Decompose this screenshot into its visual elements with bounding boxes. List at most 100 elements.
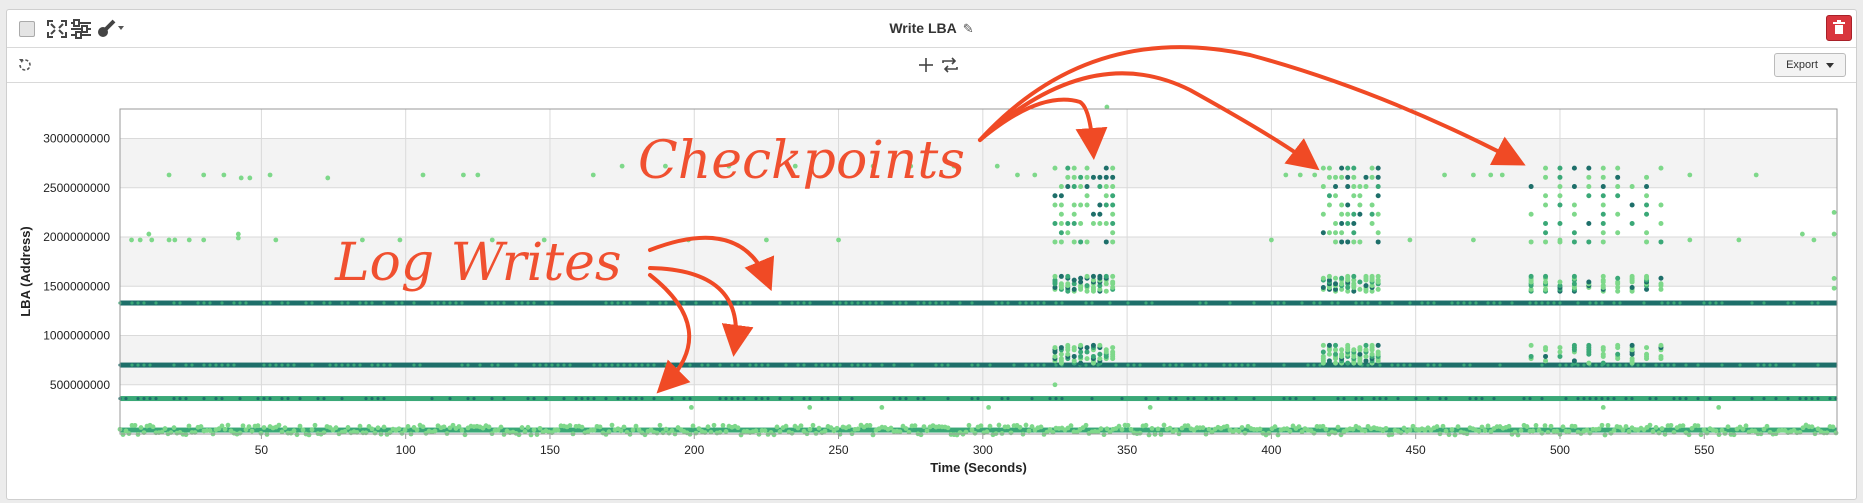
data-point: [424, 301, 428, 305]
data-point: [921, 424, 927, 430]
data-point: [1647, 422, 1653, 428]
data-point: [1058, 220, 1064, 226]
data-point: [1557, 193, 1563, 199]
data-point: [1351, 281, 1357, 287]
data-point: [541, 237, 547, 243]
data-point: [1548, 423, 1554, 429]
data-point: [526, 396, 530, 401]
data-point: [1320, 211, 1326, 217]
data-point: [496, 363, 500, 367]
plus-icon[interactable]: [918, 57, 934, 73]
data-point: [826, 301, 830, 305]
data-point: [813, 430, 819, 436]
y-tick-label: 500000000: [50, 378, 110, 392]
data-point: [988, 363, 992, 367]
data-point: [246, 424, 252, 430]
data-point: [129, 237, 134, 243]
data-point: [838, 363, 842, 367]
data-point: [322, 363, 326, 367]
data-point: [442, 396, 446, 401]
swap-icon[interactable]: [941, 56, 959, 74]
data-point: [838, 396, 842, 401]
data-point: [418, 301, 422, 305]
data-point: [1750, 396, 1754, 401]
data-point: [1084, 345, 1090, 351]
data-point: [898, 363, 902, 367]
sliders-icon[interactable]: [69, 18, 93, 40]
wrench-icon[interactable]: [95, 18, 125, 40]
data-point: [924, 428, 930, 434]
data-point: [664, 396, 668, 401]
select-checkbox[interactable]: [19, 21, 35, 37]
data-point: [1320, 184, 1326, 190]
data-point: [1768, 363, 1772, 367]
data-point: [316, 396, 320, 401]
data-point: [1114, 363, 1118, 367]
data-point: [1345, 239, 1351, 245]
pencil-icon[interactable]: ✎: [962, 21, 974, 36]
data-point: [190, 301, 194, 305]
data-point: [1030, 301, 1034, 305]
export-label: Export: [1786, 59, 1818, 71]
export-button[interactable]: Export: [1774, 53, 1846, 77]
data-point: [1052, 285, 1058, 291]
data-point: [402, 427, 408, 433]
data-point: [1162, 301, 1166, 305]
data-point: [1102, 301, 1106, 305]
data-point: [412, 396, 416, 401]
data-point: [712, 396, 716, 401]
data-point: [1471, 172, 1476, 178]
data-point: [1180, 363, 1184, 367]
data-point: [1363, 273, 1369, 279]
data-point: [1369, 273, 1375, 279]
delete-button[interactable]: [1826, 15, 1852, 41]
data-point: [1690, 396, 1694, 401]
data-point: [1071, 202, 1077, 208]
data-point: [1600, 202, 1606, 208]
data-point: [496, 301, 500, 305]
data-point: [1138, 301, 1142, 305]
data-point: [1811, 237, 1817, 243]
data-point: [1066, 301, 1070, 305]
data-point: [1083, 422, 1089, 428]
data-point: [690, 423, 696, 429]
expand-icon[interactable]: [45, 18, 69, 40]
data-point: [484, 301, 488, 305]
data-point: [1586, 360, 1592, 366]
data-point: [219, 423, 225, 429]
data-point: [1653, 424, 1659, 430]
data-point: [1582, 396, 1586, 401]
data-point: [406, 363, 410, 367]
data-point: [124, 363, 128, 367]
data-point: [1333, 281, 1339, 287]
data-point: [1354, 396, 1358, 401]
data-point: [1702, 301, 1706, 305]
data-point: [400, 363, 404, 367]
data-point: [1600, 273, 1606, 279]
data-point: [1204, 301, 1208, 305]
data-point: [619, 163, 625, 169]
data-point: [1283, 172, 1289, 178]
data-point: [198, 424, 204, 429]
data-point: [268, 301, 272, 305]
data-point: [616, 301, 620, 305]
data-point: [1216, 363, 1220, 367]
refresh-icon[interactable]: [17, 57, 33, 73]
data-point: [1606, 301, 1610, 305]
data-point: [1144, 363, 1148, 367]
data-point: [1078, 279, 1084, 285]
data-point: [1615, 288, 1621, 294]
data-point: [1615, 211, 1621, 217]
data-point: [1097, 351, 1103, 357]
data-point: [1306, 301, 1310, 305]
data-point: [1408, 301, 1412, 305]
data-point: [652, 363, 656, 367]
data-point: [598, 363, 602, 367]
data-point: [1058, 281, 1064, 287]
data-point: [1120, 301, 1124, 305]
data-point: [514, 363, 518, 367]
data-point: [622, 363, 626, 367]
data-point: [964, 301, 968, 305]
data-point: [1339, 220, 1345, 226]
data-point: [450, 422, 456, 428]
